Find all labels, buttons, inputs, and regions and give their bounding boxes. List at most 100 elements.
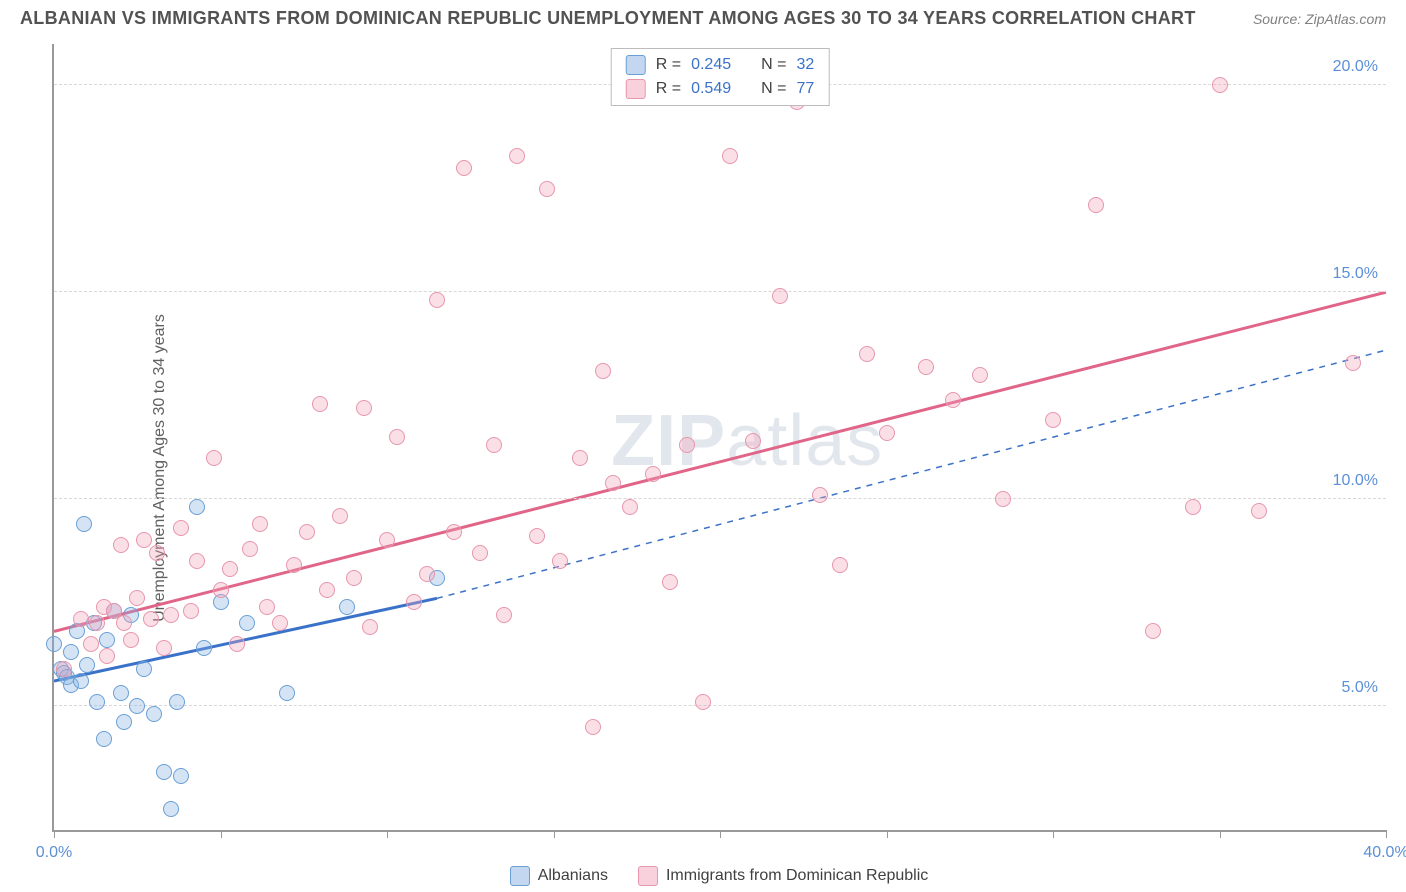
stat-row-a: R = 0.245 N = 32 — [626, 53, 815, 77]
data-point — [56, 661, 72, 677]
data-point — [346, 570, 362, 586]
data-point — [183, 603, 199, 619]
data-point — [745, 433, 761, 449]
data-point — [879, 425, 895, 441]
y-tick-label: 5.0% — [1342, 679, 1378, 697]
data-point — [572, 450, 588, 466]
legend-label-b: Immigrants from Dominican Republic — [666, 867, 928, 885]
data-point — [472, 545, 488, 561]
data-point — [486, 437, 502, 453]
data-point — [129, 590, 145, 606]
data-point — [163, 801, 179, 817]
data-point — [129, 698, 145, 714]
data-point — [446, 524, 462, 540]
data-point — [1185, 499, 1201, 515]
x-tick — [720, 830, 721, 838]
data-point — [645, 466, 661, 482]
bottom-legend: Albanians Immigrants from Dominican Repu… — [52, 866, 1386, 886]
data-point — [89, 615, 105, 631]
chart-header: ALBANIAN VS IMMIGRANTS FROM DOMINICAN RE… — [0, 0, 1406, 33]
data-point — [189, 499, 205, 515]
legend-swatch-a-icon — [510, 866, 530, 886]
legend-swatch-b-icon — [638, 866, 658, 886]
y-tick-label: 15.0% — [1333, 265, 1378, 283]
data-point — [136, 661, 152, 677]
data-point — [46, 636, 62, 652]
stat-legend-box: R = 0.245 N = 32 R = 0.549 N = 77 — [611, 48, 830, 106]
data-point — [89, 694, 105, 710]
data-point — [539, 181, 555, 197]
data-point — [605, 475, 621, 491]
data-point — [595, 363, 611, 379]
data-point — [286, 557, 302, 573]
stat-label-n: N = — [761, 56, 786, 74]
data-point — [146, 706, 162, 722]
data-point — [116, 615, 132, 631]
data-point — [189, 553, 205, 569]
watermark-bold: ZIP — [611, 401, 726, 481]
gridline — [54, 291, 1386, 292]
data-point — [113, 685, 129, 701]
data-point — [79, 657, 95, 673]
data-point — [96, 731, 112, 747]
data-point — [312, 396, 328, 412]
y-tick-label: 20.0% — [1333, 58, 1378, 76]
stat-n-b: 77 — [796, 80, 814, 98]
data-point — [156, 764, 172, 780]
data-point — [332, 508, 348, 524]
data-point — [99, 648, 115, 664]
data-point — [136, 532, 152, 548]
data-point — [173, 520, 189, 536]
data-point — [259, 599, 275, 615]
gridline — [54, 705, 1386, 706]
data-point — [1145, 623, 1161, 639]
data-point — [1212, 77, 1228, 93]
data-point — [163, 607, 179, 623]
chart-title: ALBANIAN VS IMMIGRANTS FROM DOMINICAN RE… — [20, 8, 1196, 29]
data-point — [73, 611, 89, 627]
legend-label-a: Albanians — [538, 867, 608, 885]
data-point — [509, 148, 525, 164]
data-point — [299, 524, 315, 540]
data-point — [662, 574, 678, 590]
data-point — [429, 292, 445, 308]
data-point — [229, 636, 245, 652]
chart-source: Source: ZipAtlas.com — [1253, 11, 1386, 27]
data-point — [389, 429, 405, 445]
x-tick-label: 0.0% — [36, 844, 72, 862]
data-point — [99, 632, 115, 648]
data-point — [252, 516, 268, 532]
data-point — [206, 450, 222, 466]
data-point — [552, 553, 568, 569]
legend-item-albanians: Albanians — [510, 866, 608, 886]
data-point — [585, 719, 601, 735]
legend-item-dominicans: Immigrants from Dominican Republic — [638, 866, 928, 886]
x-tick — [1386, 830, 1387, 838]
data-point — [945, 392, 961, 408]
data-point — [63, 644, 79, 660]
data-point — [496, 607, 512, 623]
data-point — [1345, 355, 1361, 371]
data-point — [1088, 197, 1104, 213]
data-point — [679, 437, 695, 453]
data-point — [812, 487, 828, 503]
stat-n-a: 32 — [796, 56, 814, 74]
data-point — [169, 694, 185, 710]
data-point — [622, 499, 638, 515]
data-point — [772, 288, 788, 304]
data-point — [73, 673, 89, 689]
data-point — [695, 694, 711, 710]
data-point — [356, 400, 372, 416]
data-point — [406, 594, 422, 610]
chart-wrap: Unemployment Among Ages 30 to 34 years Z… — [0, 44, 1406, 892]
x-tick — [387, 830, 388, 838]
data-point — [173, 768, 189, 784]
data-point — [242, 541, 258, 557]
data-point — [76, 516, 92, 532]
stat-r-a: 0.245 — [691, 56, 731, 74]
data-point — [529, 528, 545, 544]
data-point — [113, 537, 129, 553]
data-point — [832, 557, 848, 573]
data-point — [972, 367, 988, 383]
data-point — [123, 632, 139, 648]
